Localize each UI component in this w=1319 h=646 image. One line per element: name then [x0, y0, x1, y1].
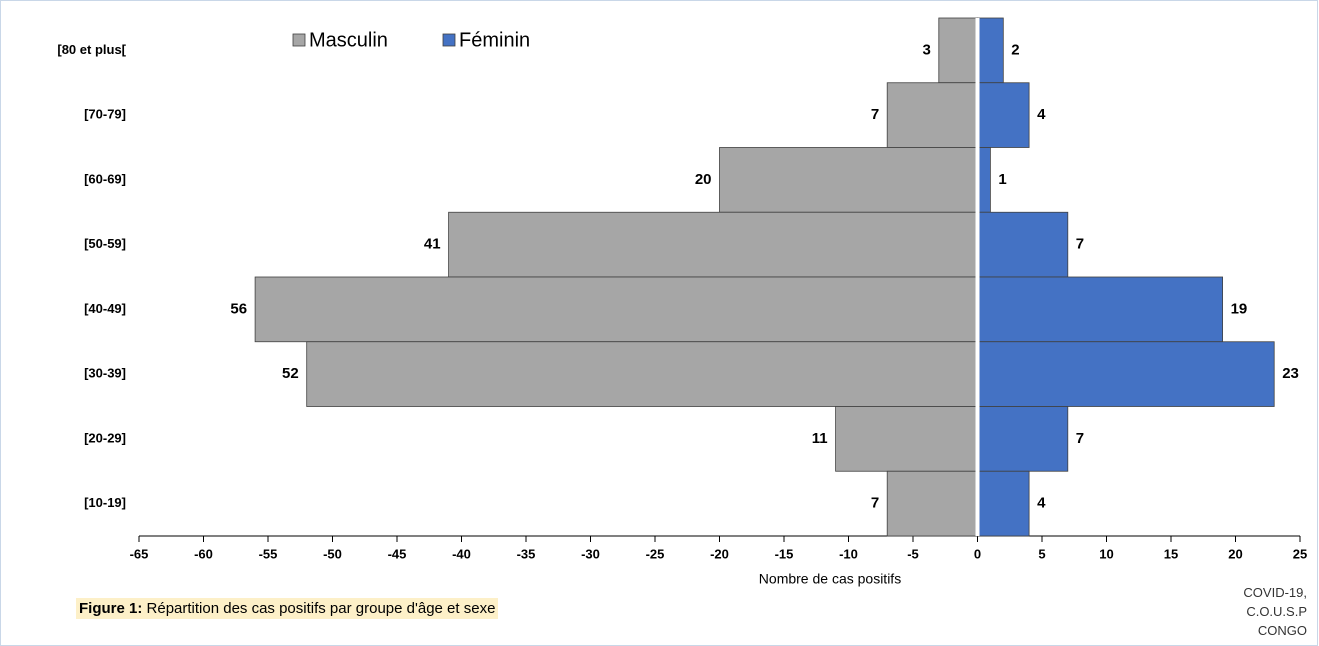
- data-label: 4: [1037, 495, 1046, 512]
- x-tick-label: -45: [388, 546, 407, 561]
- source-line: CONGO: [1257, 623, 1307, 638]
- x-tick-label: -25: [646, 546, 665, 561]
- data-label: 41: [424, 236, 441, 253]
- data-label: 3: [922, 41, 930, 58]
- bar: [835, 406, 978, 472]
- y-tick-label: [60-69]: [84, 171, 126, 186]
- bar: [886, 82, 978, 148]
- bar: [977, 406, 1069, 472]
- bar: [977, 470, 1030, 537]
- bar: [938, 17, 978, 84]
- x-tick-label: -30: [581, 546, 600, 561]
- legend-label: Masculin: [309, 29, 388, 51]
- data-label: 52: [282, 365, 299, 382]
- x-axis-title: Nombre de cas positifs: [759, 571, 901, 587]
- bar: [886, 470, 978, 537]
- x-tick-label: -35: [517, 546, 536, 561]
- bar: [448, 211, 978, 278]
- x-tick-label: -50: [323, 546, 342, 561]
- y-tick-label: [20-29]: [84, 430, 126, 445]
- data-label: 23: [1282, 365, 1299, 382]
- x-tick-label: -65: [130, 546, 149, 561]
- data-label: 19: [1231, 300, 1248, 317]
- x-tick-label: -5: [907, 546, 919, 561]
- data-label: 20: [695, 171, 712, 188]
- x-tick-label: 0: [974, 546, 981, 561]
- data-label: 4: [1037, 106, 1046, 123]
- x-tick-label: -20: [710, 546, 729, 561]
- data-label: 1: [998, 171, 1006, 188]
- x-tick-label: -15: [775, 546, 794, 561]
- caption-label: Figure 1:: [79, 600, 143, 617]
- y-tick-label: [10-19]: [84, 495, 126, 510]
- x-tick-label: 10: [1099, 546, 1113, 561]
- x-tick-label: 15: [1164, 546, 1178, 561]
- bar: [306, 341, 978, 407]
- caption-text: Répartition des cas positifs par groupe …: [146, 600, 496, 617]
- x-tick-label: -55: [259, 546, 278, 561]
- data-label: 7: [1076, 236, 1084, 253]
- bar: [977, 276, 1224, 343]
- bar: [719, 147, 978, 213]
- data-label: 56: [230, 300, 247, 317]
- x-tick-label: -10: [839, 546, 858, 561]
- bar: [254, 276, 978, 343]
- caption: Figure 1: Répartition des cas positifs p…: [76, 598, 499, 619]
- bar: [977, 211, 1069, 278]
- data-label: 7: [1076, 430, 1084, 447]
- x-tick-label: -40: [452, 546, 471, 561]
- y-tick-label: [50-59]: [84, 236, 126, 251]
- data-label: 11: [812, 430, 828, 447]
- source-line: COVID-19,: [1243, 585, 1307, 600]
- data-label: 7: [871, 106, 879, 123]
- y-tick-label: [40-49]: [84, 301, 126, 316]
- y-tick-label: [80 et plus[: [57, 42, 126, 57]
- x-tick-label: -60: [194, 546, 213, 561]
- data-label: 7: [871, 495, 879, 512]
- y-tick-label: [30-39]: [84, 366, 126, 381]
- source-line: C.O.U.S.P: [1246, 604, 1307, 619]
- legend-swatch: [292, 33, 306, 47]
- legend-label: Féminin: [459, 29, 530, 51]
- y-tick-label: [70-79]: [84, 107, 126, 122]
- x-tick-label: 25: [1293, 546, 1307, 561]
- x-tick-label: 5: [1038, 546, 1045, 561]
- source: COVID-19, C.O.U.S.P CONGO: [1243, 583, 1307, 640]
- bar: [977, 17, 1004, 84]
- legend-swatch: [442, 33, 456, 47]
- x-tick-label: 20: [1228, 546, 1242, 561]
- data-label: 2: [1011, 41, 1019, 58]
- bar: [977, 82, 1030, 148]
- bar: [977, 341, 1275, 407]
